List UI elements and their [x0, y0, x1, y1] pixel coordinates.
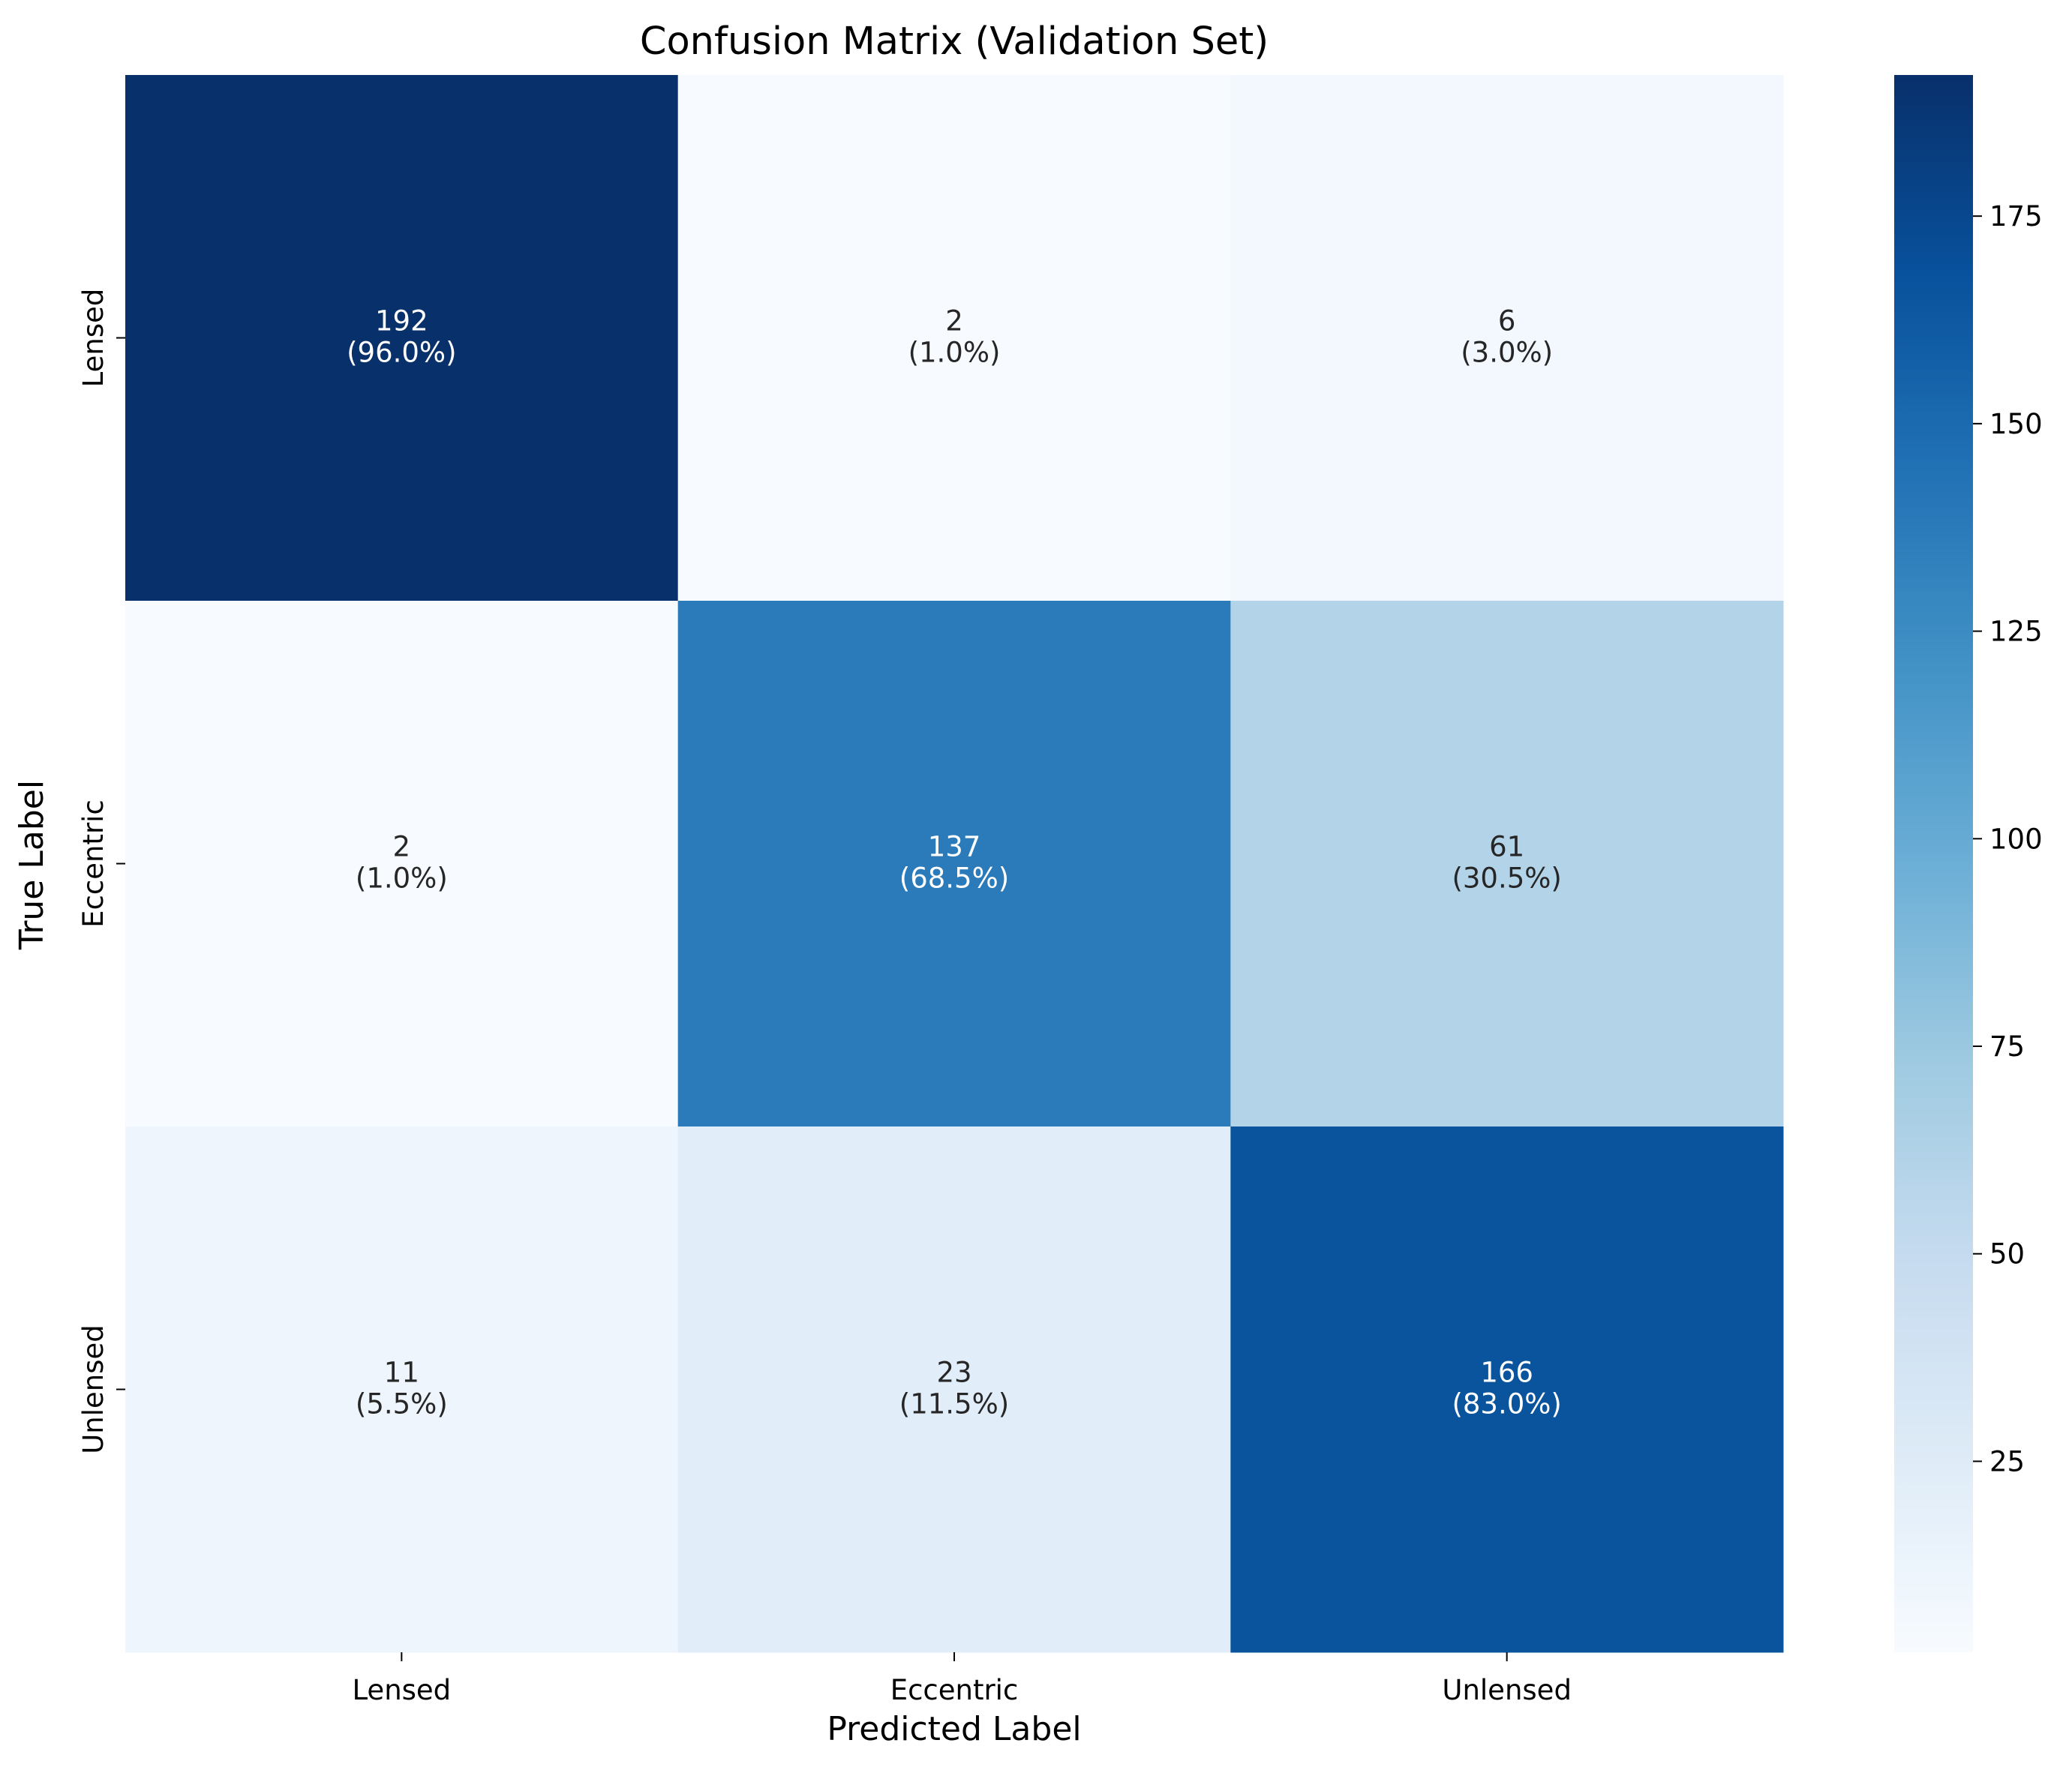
colorbar: 25 50 75 100 125 150 175: [1894, 75, 2043, 1652]
colorbar-tick-label: 175: [1989, 200, 2043, 232]
cell-annotations: 192(96.0%)2(1.0%)6(3.0%)2(1.0%)137(68.5%…: [347, 305, 1562, 1420]
cell-percent-label: (83.0%): [1452, 1388, 1561, 1420]
cell-count-label: 23: [936, 1357, 971, 1389]
cell-count-label: 192: [375, 305, 428, 338]
cell-percent-label: (1.0%): [908, 337, 1001, 369]
colorbar-tick-label: 100: [1989, 823, 2043, 855]
cell-percent-label: (1.0%): [356, 862, 448, 895]
heatmap-cell: [1230, 1126, 1784, 1653]
heatmap-cell: [125, 601, 679, 1127]
heatmap-cell: [1230, 75, 1784, 602]
cell-count-label: 61: [1489, 831, 1524, 863]
cell-percent-label: (11.5%): [899, 1388, 1009, 1420]
heatmap-cell: [1230, 601, 1784, 1127]
cell-count-label: 2: [945, 305, 963, 338]
cell-count-label: 137: [928, 831, 981, 863]
x-axis-title: Predicted Label: [827, 1710, 1081, 1748]
y-tick-label: Eccentric: [77, 800, 110, 928]
heatmap-cell: [677, 1126, 1231, 1653]
y-tick-label: Unlensed: [77, 1324, 110, 1454]
colorbar-tick-label: 25: [1989, 1445, 2025, 1478]
heatmap-cell: [125, 1126, 679, 1653]
heatmap-cells: [125, 75, 1784, 1653]
heatmap-cell: [125, 75, 679, 602]
x-tick-label: Lensed: [352, 1674, 451, 1706]
y-axis-title: True Label: [13, 780, 51, 950]
x-axis: Lensed Eccentric Unlensed: [352, 1652, 1572, 1706]
chart-title: Confusion Matrix (Validation Set): [640, 20, 1269, 64]
heatmap-cell: [677, 601, 1231, 1127]
x-tick-label: Eccentric: [890, 1674, 1019, 1706]
cell-count-label: 11: [384, 1357, 419, 1389]
cell-percent-label: (3.0%): [1461, 337, 1553, 369]
cell-percent-label: (96.0%): [347, 337, 456, 369]
colorbar-tick-label: 125: [1989, 616, 2043, 648]
cell-percent-label: (30.5%): [1452, 862, 1561, 895]
cell-count-label: 2: [393, 831, 411, 863]
x-tick-label: Unlensed: [1442, 1674, 1572, 1706]
cell-count-label: 166: [1480, 1357, 1533, 1389]
cell-percent-label: (68.5%): [899, 862, 1009, 895]
heatmap-cell: [677, 75, 1231, 602]
colorbar-tick-label: 50: [1989, 1238, 2025, 1270]
y-axis: Lensed Eccentric Unlensed: [77, 289, 125, 1454]
colorbar-tick-label: 75: [1989, 1030, 2025, 1063]
colorbar-tick-label: 150: [1989, 408, 2043, 440]
cell-count-label: 6: [1498, 305, 1516, 338]
cell-percent-label: (5.5%): [356, 1388, 448, 1420]
colorbar-gradient: [1894, 75, 1973, 1652]
y-tick-label: Lensed: [77, 289, 110, 388]
